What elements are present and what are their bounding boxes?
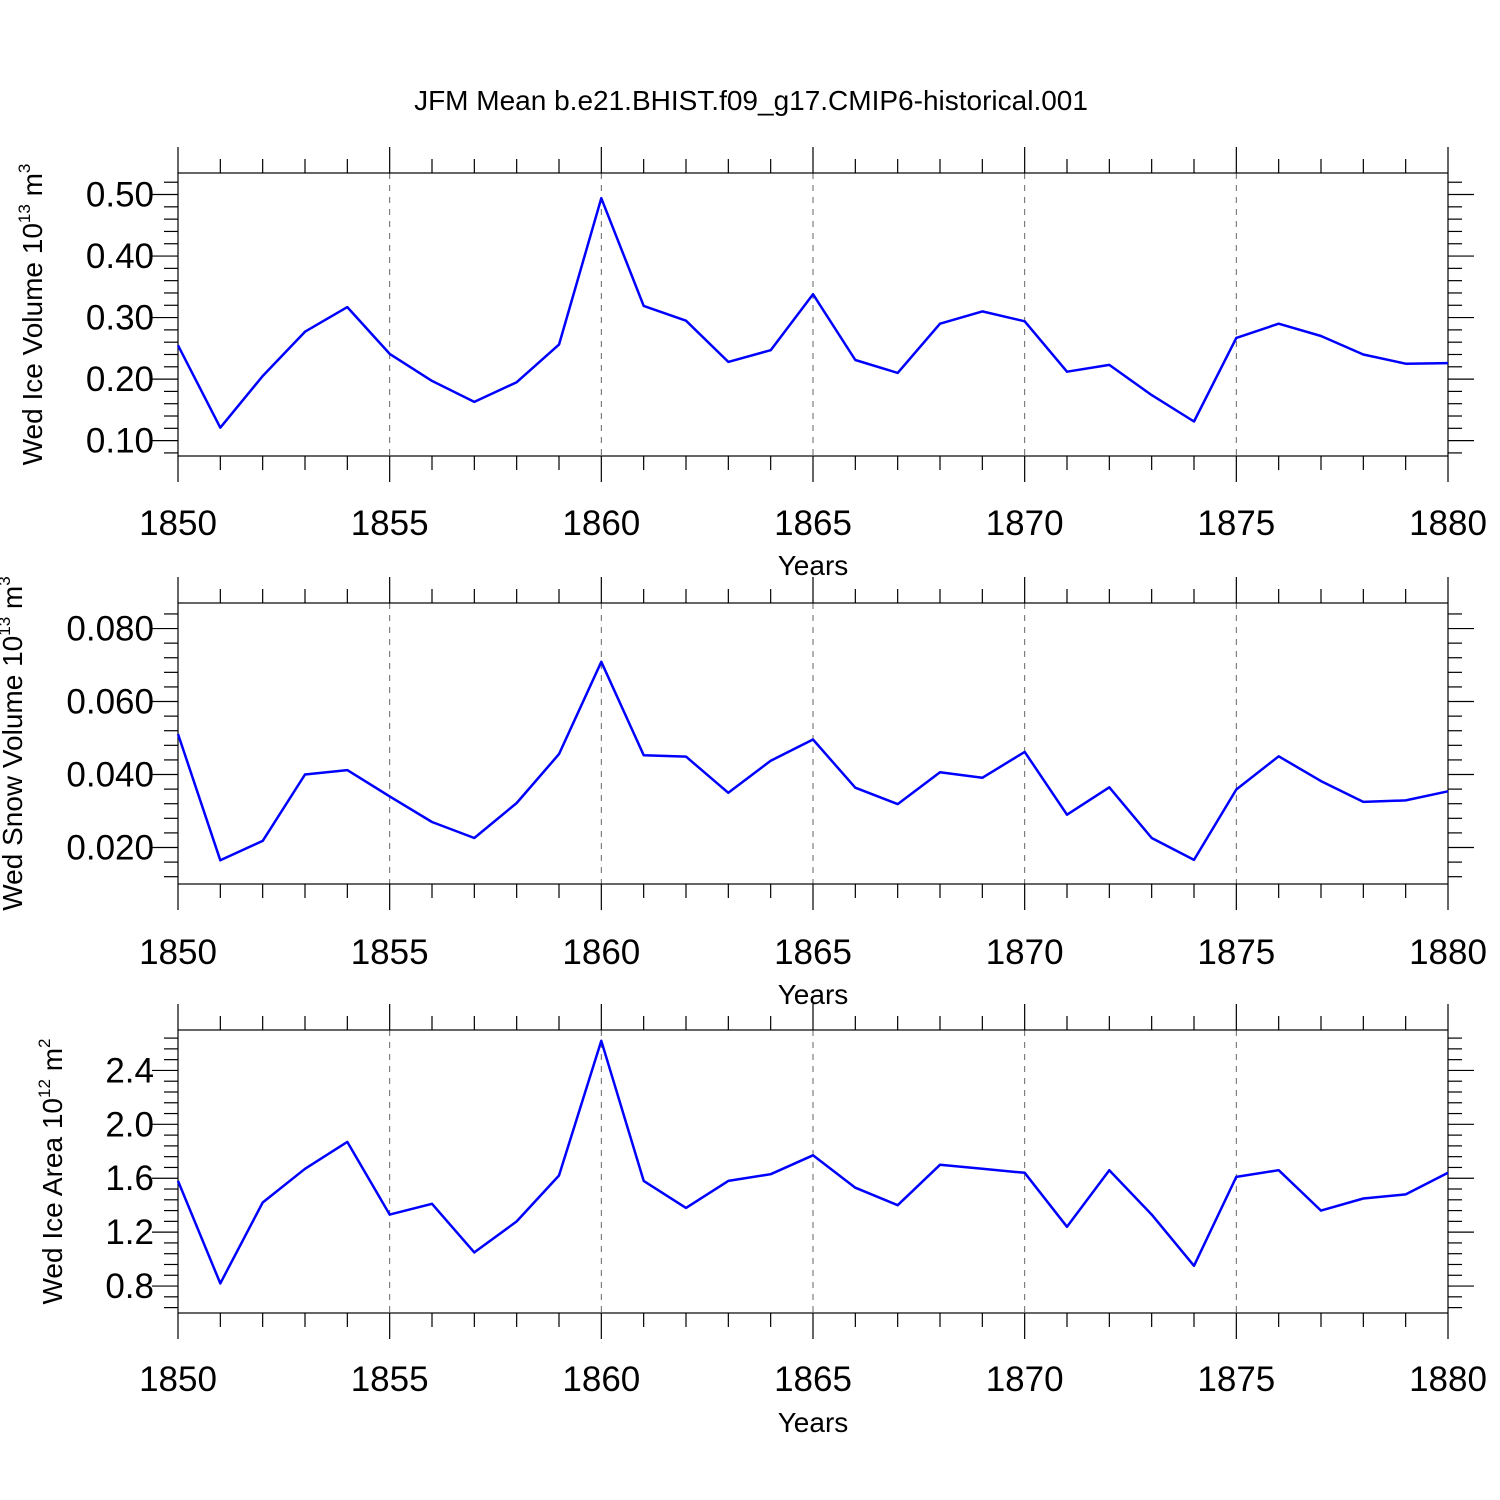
y-tick-label: 0.060 [66,683,154,722]
x-tick-label: 1855 [351,504,429,543]
y-axis-label: Wed Ice Volume 1013 m3 [15,164,48,466]
y-tick-label: 0.50 [86,176,154,215]
y-tick-label: 2.4 [105,1051,154,1090]
x-tick-label: 1875 [1197,504,1275,543]
x-tick-label: 1880 [1409,933,1487,972]
x-tick-label: 1865 [774,504,852,543]
y-tick-label: 0.8 [105,1267,154,1306]
y-tick-label: 0.10 [86,422,154,461]
y-tick-label: 0.040 [66,756,154,795]
y-axis-label: Wed Snow Volume 1013 m3 [0,576,28,910]
x-axis-label: Years [778,550,849,581]
x-tick-label: 1850 [139,933,217,972]
y-axis-label-unit-exponent: 3 [0,576,14,585]
y-axis-label-unit-exponent: 2 [35,1039,54,1048]
y-axis-label-main: Wed Ice Volume 10 [17,223,48,465]
x-tick-label: 1860 [562,933,640,972]
x-tick-label: 1875 [1197,933,1275,972]
y-axis-label-unit: m [37,1048,68,1079]
y-tick-label: 2.0 [105,1105,154,1144]
y-axis-label-main: Wed Snow Volume 10 [0,636,28,911]
x-axis-label: Years [778,1407,849,1438]
y-axis-label-unit: m [17,173,48,204]
series-line [176,196,1449,429]
x-tick-label: 1855 [351,933,429,972]
x-tick-label: 1870 [986,504,1064,543]
y-tick-label: 0.080 [66,610,154,649]
y-tick-label: 1.6 [105,1159,154,1198]
y-tick-label: 0.020 [66,829,154,868]
x-tick-label: 1860 [562,504,640,543]
chart-title: JFM Mean b.e21.BHIST.f09_g17.CMIP6-histo… [414,85,1088,116]
y-axis-label-exponent: 12 [35,1079,54,1098]
panel-2: 0.020 0.040 0.060 0.080 1850 1855 1860 1865 1870… [0,576,1487,1010]
panel-3: 0.8 1.2 1.6 2.0 2.4 1850 1855 1860 1865 1870 1875 1… [35,1004,1487,1438]
panels: 0.10 0.20 0.30 0.40 0.50 1850 1855 1860 1865 1870… [0,147,1487,1438]
panel-1: 0.10 0.20 0.30 0.40 0.50 1850 1855 1860 1865 1870… [15,147,1487,581]
x-tick-label: 1880 [1409,504,1487,543]
y-axis-label-main: Wed Ice Area 10 [37,1098,68,1305]
x-tick-label: 1865 [774,933,852,972]
x-tick-label: 1855 [351,1360,429,1399]
x-tick-label: 1865 [774,1360,852,1399]
y-axis-label-exponent: 13 [0,617,14,636]
y-axis-label-exponent: 13 [15,204,34,223]
series-line [176,660,1449,862]
y-axis-label-unit-exponent: 3 [15,164,34,173]
x-tick-label: 1875 [1197,1360,1275,1399]
y-axis-label-unit: m [0,586,28,617]
y-tick-label: 0.40 [86,237,154,276]
y-tick-label: 1.2 [105,1213,154,1252]
x-tick-label: 1860 [562,1360,640,1399]
y-tick-label: 0.20 [86,360,154,399]
y-axis-label: Wed Ice Area 1012 m2 [35,1039,68,1305]
x-tick-label: 1850 [139,504,217,543]
x-tick-label: 1880 [1409,1360,1487,1399]
y-tick-label: 0.30 [86,299,154,338]
x-tick-label: 1850 [139,1360,217,1399]
x-tick-label: 1870 [986,1360,1064,1399]
series-line [176,1039,1449,1285]
x-tick-label: 1870 [986,933,1064,972]
